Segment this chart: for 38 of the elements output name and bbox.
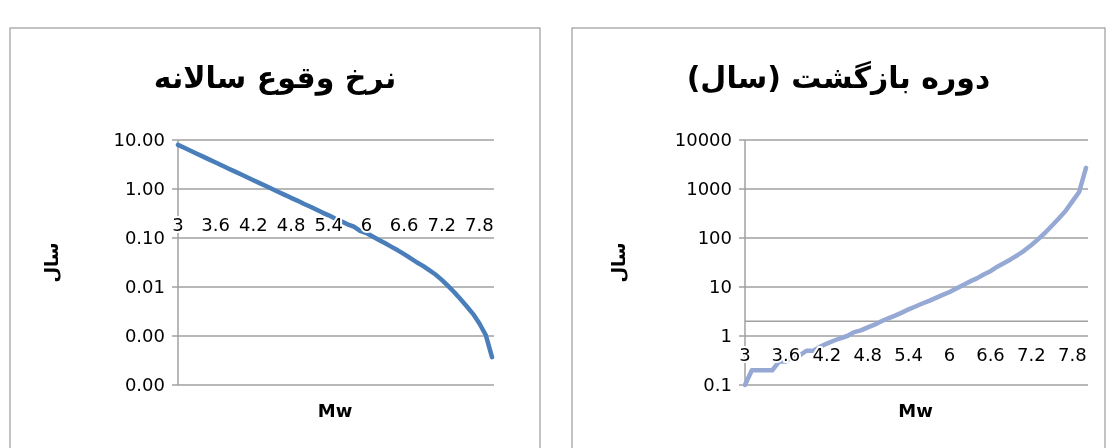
y-axis-title: سال: [608, 242, 629, 283]
chart-title: نرخ وقوع سالانه: [153, 60, 397, 96]
x-tick-label: 4.8: [276, 214, 306, 235]
x-tick-label: 6.6: [389, 214, 419, 235]
chart-title: دوره بازگشت (سال): [686, 60, 991, 96]
y-tick-label: 1000: [686, 178, 732, 199]
line-series: [175, 142, 495, 360]
x-tick-label: 3: [172, 214, 184, 235]
x-axis-title: Mw: [898, 400, 933, 421]
x-tick-label: 3.6: [771, 344, 801, 365]
y-tick-label: 1.00: [124, 178, 165, 199]
x-tick-label: 3.6: [201, 214, 230, 235]
x-axis-title: Mw: [317, 400, 353, 421]
y-tick-label: 100: [697, 227, 732, 248]
y-axis-title: سال: [41, 242, 62, 283]
x-tick-label: 7.8: [1058, 344, 1087, 365]
x-tick-label: 7.2: [1017, 344, 1046, 365]
y-tick-label: 1: [720, 325, 732, 346]
y-tick-label: 0.1: [703, 374, 732, 395]
y-tick-label: 0.00: [124, 325, 165, 346]
x-tick-label: 4.8: [853, 344, 883, 365]
x-tick-label: 4.2: [812, 344, 842, 365]
y-tick-label: 10.00: [113, 129, 165, 150]
y-tick-label: 0.00: [124, 374, 165, 395]
x-tick-label: 5.4: [314, 214, 344, 235]
line-series: [742, 165, 1089, 388]
x-tick-label: 3: [739, 344, 751, 365]
x-tick-label: 4.2: [239, 214, 268, 235]
x-tick-label: 6: [360, 214, 373, 235]
y-tick-label: 10: [709, 276, 732, 297]
x-tick-label: 7.2: [427, 214, 457, 235]
x-tick-label: 6: [943, 344, 956, 365]
x-tick-label: 6.6: [976, 344, 1005, 365]
y-tick-label: 0.01: [124, 276, 165, 297]
y-tick-label: 0.10: [124, 227, 165, 248]
y-tick-label: 10000: [674, 129, 732, 150]
x-tick-label: 5.4: [894, 344, 923, 365]
x-tick-label: 7.8: [465, 214, 494, 235]
